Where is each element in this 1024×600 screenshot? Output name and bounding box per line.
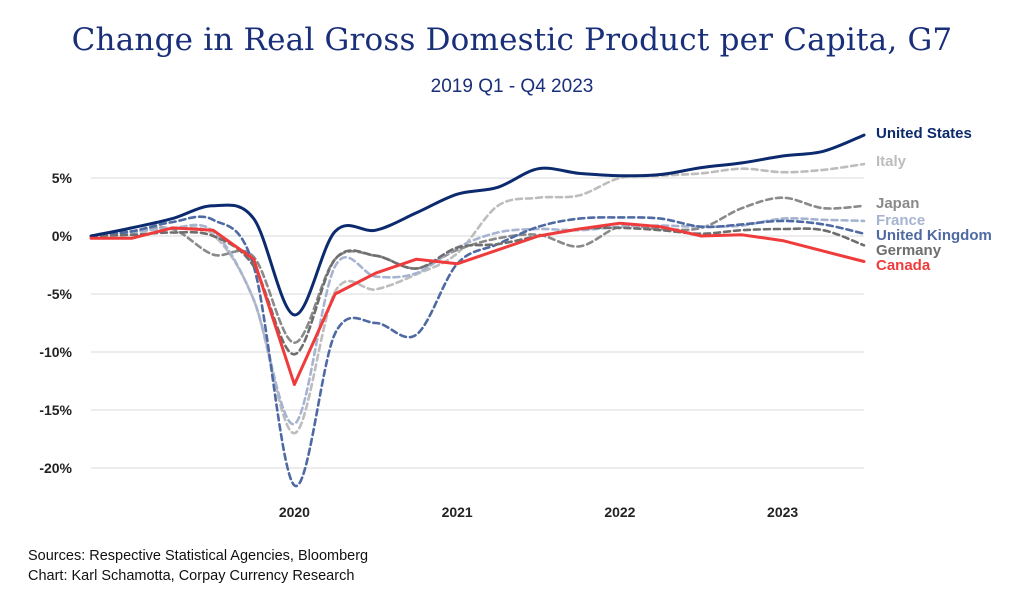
gridlines: [91, 177, 864, 469]
series-label-italy: Italy: [876, 153, 907, 170]
x-axis-ticks: 2020 2021 2022 2023: [279, 504, 799, 520]
chart-subtitle: 2019 Q1 - Q4 2023: [430, 76, 594, 97]
series-line-united-states: [89, 133, 866, 317]
series-line-japan: [89, 196, 866, 345]
footer: Sources: Respective Statistical Agencies…: [28, 546, 368, 586]
x-tick-label: 2021: [442, 504, 473, 520]
series-label-japan: Japan: [876, 195, 919, 212]
x-tick-label: 2020: [279, 504, 310, 520]
series-label-united-kingdom: United Kingdom: [876, 227, 992, 244]
x-tick-label: 2023: [767, 504, 798, 520]
series-lines: [89, 133, 866, 487]
series-line-united-kingdom: [89, 215, 866, 487]
y-tick-label: -5%: [47, 286, 72, 302]
series-label-france: France: [876, 212, 925, 229]
chart-credit: Chart: Karl Schamotta, Corpay Currency R…: [28, 568, 355, 584]
y-tick-label: -10%: [39, 344, 72, 360]
series-line-italy: [89, 162, 866, 435]
y-tick-label: -15%: [39, 402, 72, 418]
series-label-canada: Canada: [876, 257, 931, 274]
series-line-germany: [89, 226, 866, 356]
series-line-france: [89, 217, 866, 426]
y-tick-label: 5%: [52, 170, 73, 186]
series-label-united-states: United States: [876, 125, 972, 142]
y-tick-label: 0%: [52, 228, 73, 244]
series-label-germany: Germany: [876, 242, 942, 259]
y-axis-ticks: 5% 0% -5% -10% -15% -20%: [39, 170, 72, 476]
sources-note: Sources: Respective Statistical Agencies…: [28, 548, 369, 564]
y-tick-label: -20%: [39, 460, 72, 476]
chart-title: Change in Real Gross Domestic Product pe…: [71, 22, 953, 58]
series-line-canada: [89, 221, 866, 386]
x-tick-label: 2022: [604, 504, 635, 520]
